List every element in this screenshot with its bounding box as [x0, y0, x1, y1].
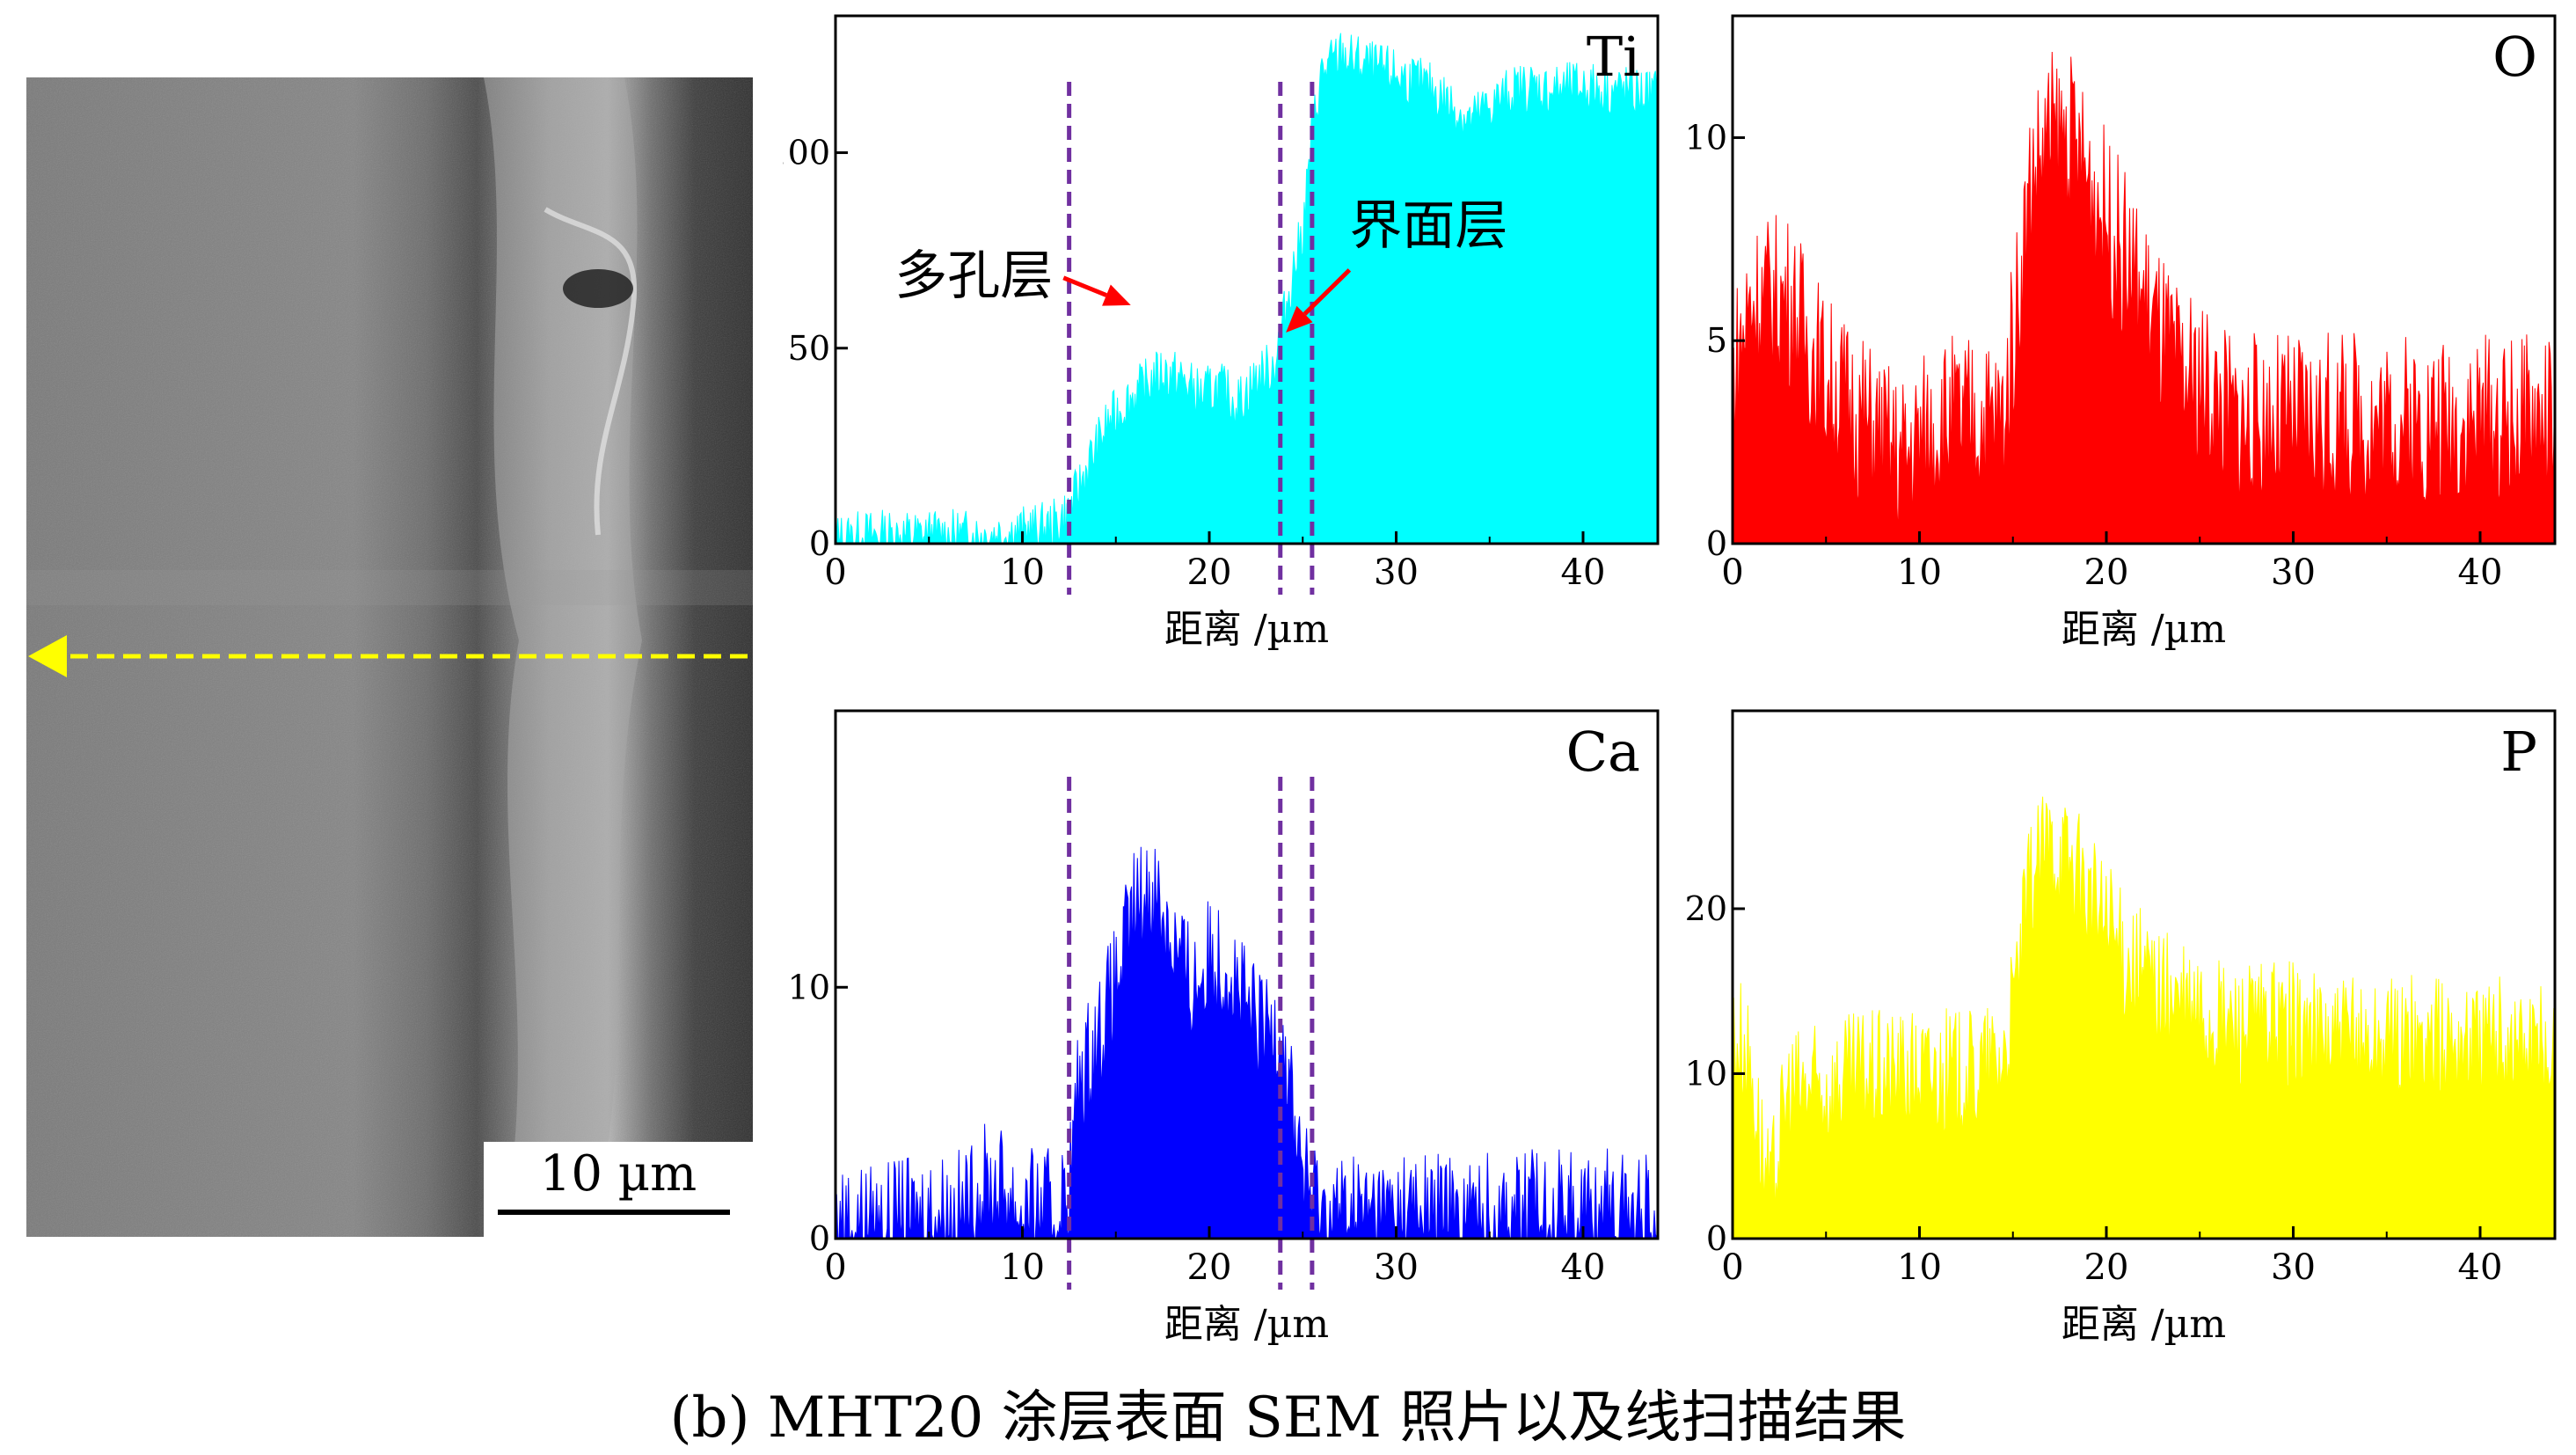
data-series-ca [835, 846, 1659, 1240]
x-tick-label: 30 [1374, 552, 1419, 593]
plot-frame [1731, 709, 2557, 1240]
annotation-arrowhead-1 [1102, 284, 1131, 306]
data-series-p [1732, 796, 2556, 1239]
x-tick-label: 30 [1374, 1247, 1419, 1288]
scale-bar-label: 10 µm [540, 1145, 697, 1203]
figure-caption: (b) MHT20 涂层表面 SEM 照片以及线扫描结果 [669, 1386, 1907, 1451]
x-axis-label: 距离 /µm [1164, 1302, 1329, 1347]
chart-p: 0 10 20 30 40 0 10 20 P 距离 /µm [1685, 709, 2557, 1347]
annotation-arrowhead-2 [1286, 305, 1313, 333]
y-tick-label: 0 [809, 1219, 830, 1258]
x-tick-label: 20 [2084, 552, 2129, 593]
annotation-arrow-1 [1062, 275, 1107, 297]
y-tick-label: 0 [1706, 1219, 1727, 1258]
annotation-label-1: 多孔层 [894, 245, 1053, 307]
x-tick-label: 10 [1000, 1247, 1045, 1288]
sem-micrograph: 10 µm [26, 77, 753, 1237]
x-tick-label: 0 [824, 552, 846, 593]
x-tick-label: 40 [2458, 552, 2503, 593]
x-axis-label: 距离 /µm [2062, 1302, 2226, 1347]
y-tick-label: 10 [1685, 118, 1727, 157]
element-label: Ca [1566, 720, 1640, 784]
plot-frame [834, 14, 1660, 545]
x-tick-label: 0 [1721, 1247, 1743, 1288]
x-axis-label: 距离 /µm [1164, 607, 1329, 652]
x-tick-label: 30 [2271, 1247, 2316, 1288]
x-tick-label: 40 [1561, 1247, 1606, 1288]
chart-ca: 0 10 20 30 40 0 10 Ca 距离 /µm [788, 709, 1660, 1347]
data-series-ti [835, 33, 1659, 545]
chart-o: 0 10 20 30 40 0 5 10 O 距离 /µm [1685, 14, 2557, 652]
x-tick-label: 10 [1897, 552, 1942, 593]
element-label: O [2492, 25, 2537, 89]
x-tick-label: 20 [1187, 552, 1232, 593]
y-tick-label: 10 [1685, 1055, 1727, 1093]
x-tick-label: 10 [1000, 552, 1045, 593]
plot-frame [834, 709, 1660, 1240]
x-axis-label: 距离 /µm [2062, 607, 2226, 652]
scan-arrow-head [28, 635, 67, 677]
x-tick-label: 0 [1721, 552, 1743, 593]
y-tick-label: 20 [1685, 889, 1727, 928]
y-tick-label: 100 [783, 134, 830, 172]
annotation-arrow-2 [1303, 268, 1352, 316]
y-tick-label: 5 [1706, 321, 1727, 360]
y-tick-label: 50 [788, 329, 830, 368]
x-tick-label: 20 [1187, 1247, 1232, 1288]
element-label: Ti [1587, 25, 1640, 89]
x-tick-label: 40 [2458, 1247, 2503, 1288]
x-tick-label: 0 [824, 1247, 846, 1288]
annotation-label-2: 界面层 [1349, 195, 1507, 257]
x-tick-label: 40 [1561, 552, 1606, 593]
x-tick-label: 10 [1897, 1247, 1942, 1288]
data-series-o [1732, 51, 2556, 545]
scale-bar-box [484, 1142, 753, 1237]
y-tick-label: 10 [788, 968, 830, 1006]
x-tick-label: 30 [2271, 552, 2316, 593]
chart-ti: 多孔层 界面层 0 10 20 30 40 0 50 100 Ti 距离 /µm [783, 14, 1660, 652]
y-tick-label: 0 [809, 524, 830, 563]
plot-frame [1731, 14, 2557, 545]
x-tick-label: 20 [2084, 1247, 2129, 1288]
element-label: P [2500, 720, 2537, 784]
y-tick-label: 0 [1706, 524, 1727, 563]
